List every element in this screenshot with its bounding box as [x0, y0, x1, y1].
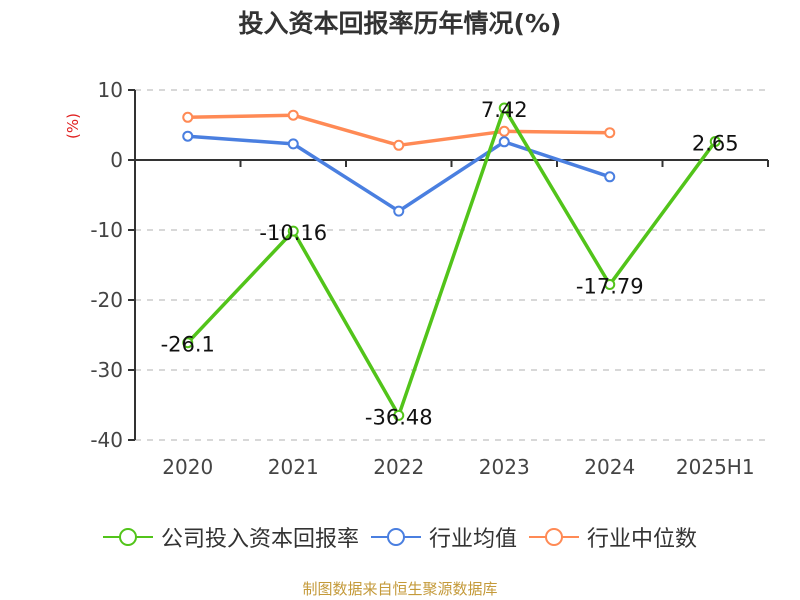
- legend-item-industry-mean[interactable]: 行业均值: [370, 521, 517, 553]
- legend-marker-icon: [370, 528, 421, 546]
- y-tick-label: 0: [110, 148, 123, 172]
- data-point[interactable]: [604, 127, 616, 139]
- x-tick-label: 2025H1: [676, 455, 755, 479]
- y-tick-label: -40: [90, 428, 123, 452]
- data-point[interactable]: [182, 111, 194, 123]
- data-point[interactable]: [182, 337, 194, 349]
- x-tick-label: 2020: [162, 455, 213, 479]
- data-label: -10.16: [259, 221, 327, 245]
- legend-item-company[interactable]: 公司投入资本回报率: [102, 521, 359, 553]
- data-source-note: 制图数据来自恒生聚源数据库: [302, 580, 498, 598]
- legend-label: 公司投入资本回报率: [160, 527, 359, 552]
- y-axis-label: (%): [64, 113, 82, 139]
- data-point[interactable]: [393, 139, 405, 151]
- x-tick-label: 2023: [479, 455, 530, 479]
- data-label: 2.65: [692, 131, 739, 155]
- legend-marker-icon: [102, 528, 153, 546]
- data-label: -36.48: [365, 405, 433, 429]
- y-tick-label: -10: [90, 218, 123, 242]
- legend: 公司投入资本回报率 行业均值 行业中位数: [0, 521, 800, 553]
- x-tick-label: 2021: [268, 455, 319, 479]
- y-tick-label: -20: [90, 288, 123, 312]
- x-tick-label: 2024: [584, 455, 635, 479]
- data-point[interactable]: [498, 125, 510, 137]
- y-tick-label: -30: [90, 358, 123, 382]
- data-label: 7.42: [481, 98, 528, 122]
- data-point[interactable]: [393, 205, 405, 217]
- data-point[interactable]: [287, 138, 299, 150]
- legend-item-industry-median[interactable]: 行业中位数: [529, 521, 697, 553]
- series-line: [186, 106, 717, 418]
- data-point[interactable]: [498, 102, 510, 114]
- y-tick-label: 10: [98, 78, 123, 102]
- x-tick-label: 2022: [373, 455, 424, 479]
- legend-label: 行业均值: [428, 527, 517, 552]
- data-point[interactable]: [182, 130, 194, 142]
- data-label: -26.1: [161, 333, 215, 357]
- data-point[interactable]: [709, 135, 721, 147]
- data-label: -17.79: [576, 275, 644, 299]
- data-point[interactable]: [604, 279, 616, 291]
- data-point[interactable]: [393, 409, 405, 421]
- legend-label: 行业中位数: [587, 527, 698, 552]
- legend-marker-icon: [529, 528, 579, 546]
- data-point[interactable]: [604, 171, 616, 183]
- data-point[interactable]: [287, 225, 299, 237]
- data-point[interactable]: [498, 136, 510, 148]
- data-point[interactable]: [287, 109, 299, 121]
- chart-title: 投入资本回报率历年情况(%): [238, 9, 562, 38]
